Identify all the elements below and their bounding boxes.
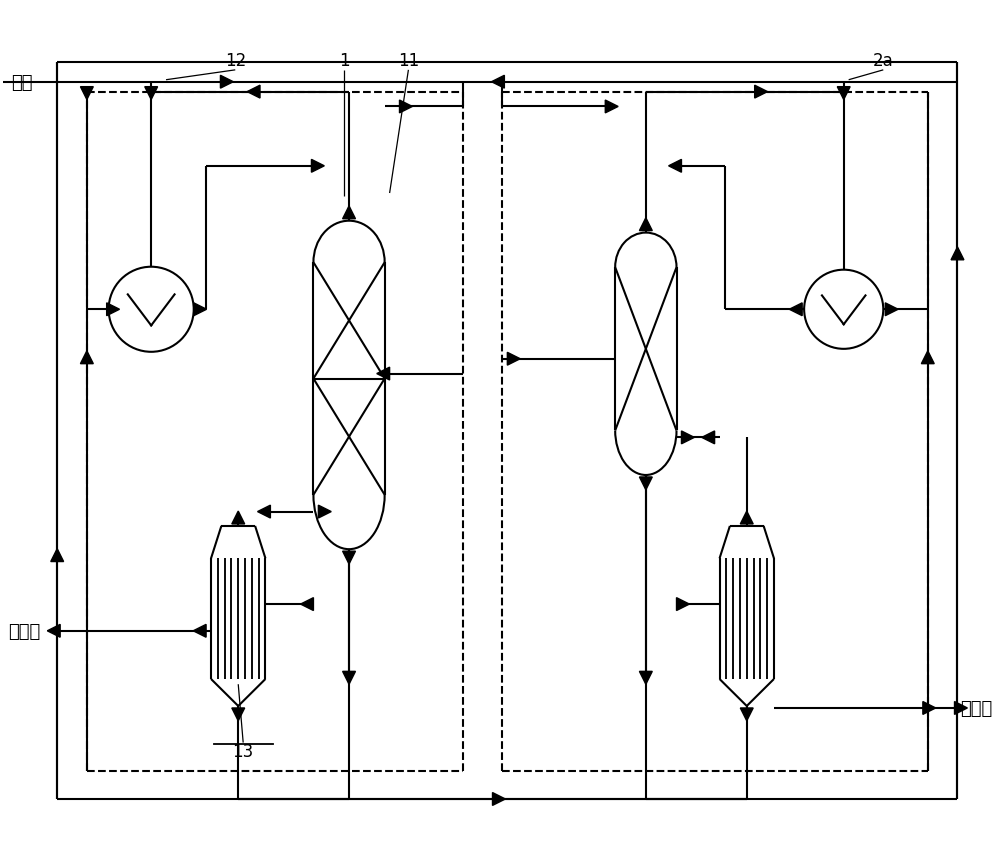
Polygon shape [145, 88, 158, 101]
Polygon shape [343, 671, 355, 684]
Polygon shape [318, 506, 331, 519]
Polygon shape [343, 206, 355, 219]
Polygon shape [377, 368, 390, 380]
Polygon shape [923, 702, 936, 715]
Polygon shape [80, 88, 93, 101]
Polygon shape [639, 671, 652, 684]
Polygon shape [492, 792, 505, 805]
Polygon shape [51, 549, 64, 562]
Polygon shape [605, 101, 618, 113]
Polygon shape [301, 598, 313, 611]
Polygon shape [400, 101, 412, 113]
Polygon shape [232, 708, 245, 721]
Polygon shape [755, 86, 768, 99]
Text: 11: 11 [398, 52, 419, 70]
Text: 原料: 原料 [11, 73, 32, 91]
Polygon shape [639, 218, 652, 231]
Polygon shape [47, 624, 60, 637]
Polygon shape [258, 506, 270, 519]
Polygon shape [311, 160, 324, 173]
Polygon shape [921, 351, 934, 364]
Text: 轻组分: 轻组分 [8, 622, 40, 640]
Polygon shape [740, 708, 753, 721]
Text: 重组分: 重组分 [960, 699, 993, 717]
Polygon shape [885, 304, 898, 316]
Polygon shape [740, 512, 753, 525]
Text: 13: 13 [233, 742, 254, 760]
Polygon shape [193, 624, 206, 637]
Polygon shape [194, 304, 207, 316]
Polygon shape [702, 432, 715, 444]
Polygon shape [220, 76, 233, 89]
Polygon shape [951, 247, 964, 260]
Polygon shape [492, 76, 504, 89]
Polygon shape [80, 351, 93, 364]
Polygon shape [677, 598, 689, 611]
Text: 12: 12 [225, 52, 246, 70]
Polygon shape [837, 88, 850, 101]
Polygon shape [343, 552, 355, 565]
Text: 1: 1 [339, 52, 349, 70]
Polygon shape [507, 353, 520, 366]
Polygon shape [681, 432, 694, 444]
Polygon shape [789, 304, 802, 316]
Polygon shape [955, 702, 967, 715]
Polygon shape [247, 86, 260, 99]
Polygon shape [107, 304, 120, 316]
Polygon shape [669, 160, 681, 173]
Polygon shape [232, 512, 245, 525]
Polygon shape [639, 478, 652, 490]
Text: 2a: 2a [873, 52, 894, 70]
